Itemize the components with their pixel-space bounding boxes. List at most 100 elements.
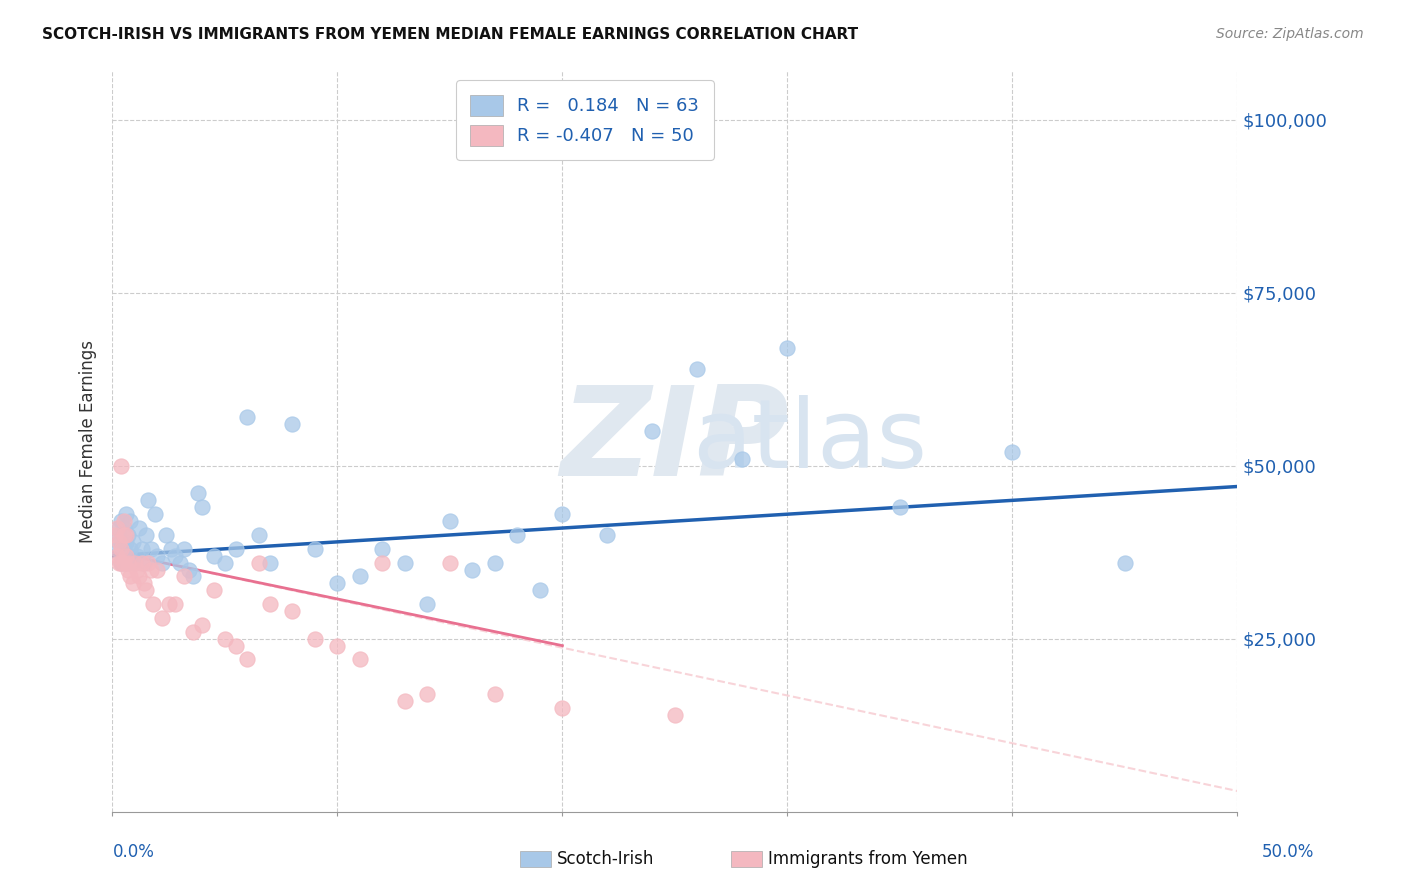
Point (731, 451, 754, 466)
Point (143, 507, 166, 521)
Point (225, 541, 247, 556)
Text: SCOTCH-IRISH VS IMMIGRANTS FROM YEMEN MEDIAN FEMALE EARNINGS CORRELATION CHART: SCOTCH-IRISH VS IMMIGRANTS FROM YEMEN ME… (42, 27, 858, 42)
Point (326, 639, 349, 653)
Point (394, 556, 416, 570)
Point (776, 341, 799, 355)
Point (142, 597, 165, 611)
Point (439, 514, 461, 528)
Point (281, 417, 304, 432)
Point (128, 521, 150, 535)
Point (349, 569, 371, 583)
Point (165, 549, 187, 563)
Point (484, 687, 506, 701)
Point (202, 549, 225, 563)
Point (120, 514, 142, 528)
Point (124, 556, 146, 570)
Point (110, 534, 132, 549)
Point (529, 583, 551, 598)
Point (247, 528, 270, 542)
Point (139, 541, 162, 556)
Point (150, 556, 173, 570)
Point (115, 507, 138, 521)
Point (112, 556, 135, 570)
Point (169, 556, 191, 570)
Point (183, 624, 205, 639)
Point (139, 563, 162, 577)
Point (110, 556, 132, 570)
Point (108, 521, 131, 535)
Point (157, 597, 180, 611)
Point (105, 541, 128, 556)
Point (108, 556, 131, 570)
Point (304, 632, 326, 646)
Point (177, 563, 200, 577)
Text: 0.0%: 0.0% (112, 843, 155, 861)
Point (183, 569, 205, 583)
Point (150, 611, 173, 625)
Point (259, 597, 281, 611)
Text: ZIP: ZIP (561, 381, 789, 502)
Point (128, 569, 150, 583)
Point (1001, 445, 1024, 459)
Point (202, 583, 225, 598)
Text: 50.0%: 50.0% (1263, 843, 1315, 861)
Point (105, 549, 128, 563)
Point (1114, 556, 1136, 570)
Point (110, 556, 132, 570)
Point (191, 500, 214, 515)
Point (439, 556, 461, 570)
Point (117, 528, 139, 542)
Point (281, 604, 304, 618)
Point (146, 549, 169, 563)
Point (596, 528, 619, 542)
Point (112, 541, 135, 556)
Point (105, 521, 128, 535)
Legend: R =   0.184   N = 63, R = -0.407   N = 50: R = 0.184 N = 63, R = -0.407 N = 50 (456, 80, 714, 160)
Point (104, 528, 127, 542)
Point (138, 556, 160, 570)
Point (173, 541, 195, 556)
Point (371, 541, 394, 556)
Point (191, 618, 214, 632)
Point (236, 410, 259, 425)
Point (225, 639, 247, 653)
Point (304, 541, 326, 556)
Point (146, 563, 169, 577)
Point (115, 549, 138, 563)
Point (127, 563, 149, 577)
Text: Source: ZipAtlas.com: Source: ZipAtlas.com (1216, 27, 1364, 41)
Point (160, 541, 183, 556)
Point (127, 549, 149, 563)
Point (117, 556, 139, 570)
Point (120, 569, 142, 583)
Point (117, 563, 139, 577)
Point (889, 500, 911, 515)
Point (416, 597, 439, 611)
Point (214, 556, 236, 570)
Point (121, 534, 143, 549)
Point (115, 534, 138, 549)
Point (138, 493, 160, 508)
Point (115, 556, 138, 570)
Point (112, 521, 135, 535)
Point (371, 556, 394, 570)
Text: Immigrants from Yemen: Immigrants from Yemen (768, 850, 967, 868)
Point (326, 576, 349, 591)
Point (110, 541, 132, 556)
Point (165, 597, 187, 611)
Point (131, 541, 153, 556)
Point (108, 528, 131, 542)
Point (394, 694, 416, 708)
Point (247, 556, 270, 570)
Point (641, 424, 664, 438)
Point (214, 632, 236, 646)
Point (124, 556, 146, 570)
Point (259, 556, 281, 570)
Y-axis label: Median Female Earnings: Median Female Earnings (79, 340, 97, 543)
Point (236, 652, 259, 666)
Point (416, 687, 439, 701)
Point (115, 528, 138, 542)
Point (187, 486, 209, 500)
Point (461, 563, 484, 577)
Point (506, 528, 529, 542)
